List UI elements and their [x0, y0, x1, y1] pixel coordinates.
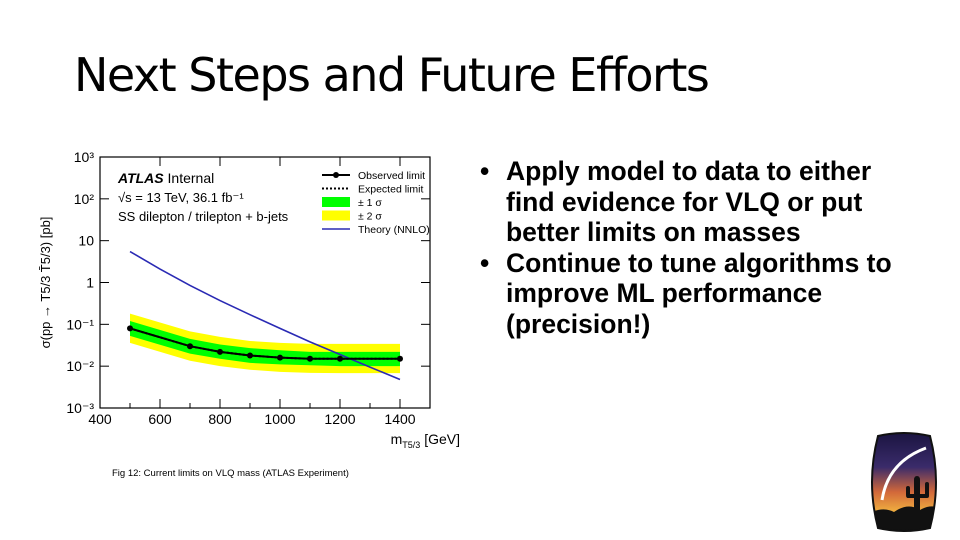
atlas-label: ATLAS Internal — [117, 170, 214, 186]
observed-point — [187, 343, 193, 350]
band-1sigma — [130, 321, 400, 367]
x-axis-label: mT5/3 [GeV] — [391, 431, 460, 450]
observed-point — [337, 355, 343, 362]
x-tick-label: 800 — [208, 411, 232, 427]
legend-observed-marker — [333, 172, 339, 178]
legend-band-swatch — [322, 210, 350, 221]
bullet-item: Continue to tune algorithms to improve M… — [480, 248, 920, 340]
y-tick-label: 10 — [78, 233, 94, 249]
observed-point — [247, 352, 253, 359]
y-tick-label: 1 — [86, 275, 94, 291]
energy-label: √s = 13 TeV, 36.1 fb⁻¹ — [118, 190, 244, 205]
figure-caption: Fig 12: Current limits on VLQ mass (ATLA… — [112, 468, 349, 479]
channel-label: SS dilepton / trilepton + b-jets — [118, 209, 289, 224]
legend-label: Theory (NNLO) — [358, 224, 430, 236]
y-axis-label: σ(pp → T5/3 T̄5/3) [pb] — [38, 217, 53, 349]
y-tick-label: 10³ — [74, 149, 95, 165]
observed-point — [217, 348, 223, 355]
slide-title: Next Steps and Future Efforts — [74, 48, 710, 102]
theory-line — [129, 250, 401, 381]
lab-logo — [871, 432, 937, 532]
observed-limit-line — [129, 327, 400, 360]
legend-label: Observed limit — [358, 170, 425, 182]
x-tick-label: 1200 — [324, 411, 355, 427]
observed-point — [307, 355, 313, 362]
limit-chart: 400 600 800 1000 1200 1400 10⁻³ 10⁻² 10⁻¹ 1 10 10² 1… — [38, 149, 460, 450]
y-tick-label: 10⁻¹ — [66, 316, 94, 332]
legend-band-swatch — [322, 197, 350, 207]
bullet-item: Apply model to data to either find evide… — [480, 156, 920, 248]
x-tick-label: 1000 — [264, 411, 295, 427]
legend-label: ± 1 σ — [358, 197, 382, 209]
x-tick-label: 600 — [148, 411, 172, 427]
bullet-list: Apply model to data to either find evide… — [480, 156, 920, 339]
observed-point — [277, 354, 283, 361]
x-tick-label: 400 — [88, 411, 112, 427]
y-tick-label: 10⁻³ — [66, 400, 94, 416]
y-tick-label: 10² — [74, 191, 95, 207]
observed-point — [397, 355, 403, 362]
legend-label: Expected limit — [358, 184, 423, 196]
observed-point — [127, 325, 133, 332]
x-tick-label: 1400 — [384, 411, 415, 427]
y-tick-label: 10⁻² — [66, 358, 94, 374]
legend-label: ± 2 σ — [358, 211, 382, 223]
